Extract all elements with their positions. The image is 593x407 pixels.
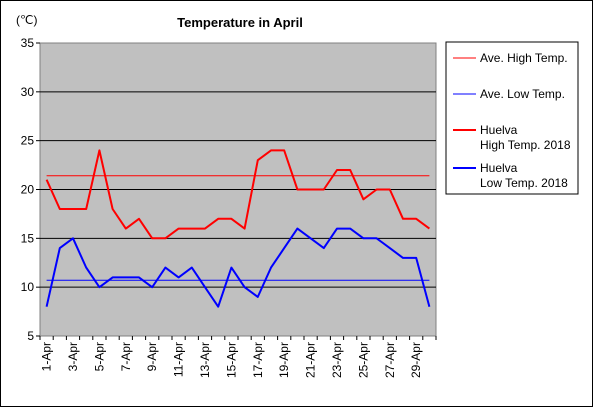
- y-tick-label: 10: [21, 280, 35, 294]
- series-layer: [45, 149, 431, 308]
- legend-label-3: Huelva: [480, 161, 518, 175]
- y-tick-label: 30: [21, 85, 35, 99]
- unit-label: (℃): [16, 13, 37, 27]
- x-tick-label: 9-Apr: [145, 342, 159, 371]
- series-line-3: [45, 227, 431, 308]
- y-tick-label: 15: [21, 231, 35, 245]
- x-tick-label: 7-Apr: [119, 342, 133, 371]
- x-tick-label: 23-Apr: [330, 342, 344, 378]
- x-tick-label: 5-Apr: [92, 342, 106, 371]
- x-tick-label: 15-Apr: [224, 342, 238, 378]
- x-tick-label: 3-Apr: [66, 342, 80, 371]
- series-line-2: [45, 149, 430, 240]
- legend-label-2: Huelva: [480, 123, 518, 137]
- grid-layer: [40, 91, 436, 288]
- y-axis-ticks: 5 10 15 20 25 30 35: [21, 36, 40, 343]
- y-tick-label: 35: [21, 36, 35, 50]
- x-tick-label: 27-Apr: [383, 342, 397, 378]
- legend-label-3: Low Temp. 2018: [480, 176, 568, 190]
- x-axis-ticks: 1-Apr 3-Apr 5-Apr 7-Apr 9-Apr 11-Apr 13-Apr 15-…: [39, 336, 437, 378]
- x-tick-label: 13-Apr: [198, 342, 212, 378]
- chart-title: Temperature in April: [177, 15, 303, 30]
- x-tick-label: 1-Apr: [40, 342, 54, 371]
- y-tick-label: 25: [21, 134, 35, 148]
- legend-label-1: Ave. Low Temp.: [480, 87, 565, 101]
- y-tick-label: 20: [21, 183, 35, 197]
- x-tick-label: 11-Apr: [172, 342, 186, 377]
- x-tick-label: 25-Apr: [356, 342, 370, 378]
- y-tick-label: 5: [27, 329, 34, 343]
- x-tick-label: 21-Apr: [304, 342, 318, 378]
- legend-items: Ave. High Temp.Ave. Low Temp.HuelvaHigh …: [453, 51, 571, 190]
- x-tick-label: 19-Apr: [277, 342, 291, 378]
- legend-label-2: High Temp. 2018: [480, 138, 571, 152]
- x-tick-label: 17-Apr: [251, 342, 265, 378]
- legend-label-0: Ave. High Temp.: [480, 51, 568, 65]
- x-tick-label: 29-Apr: [409, 342, 423, 378]
